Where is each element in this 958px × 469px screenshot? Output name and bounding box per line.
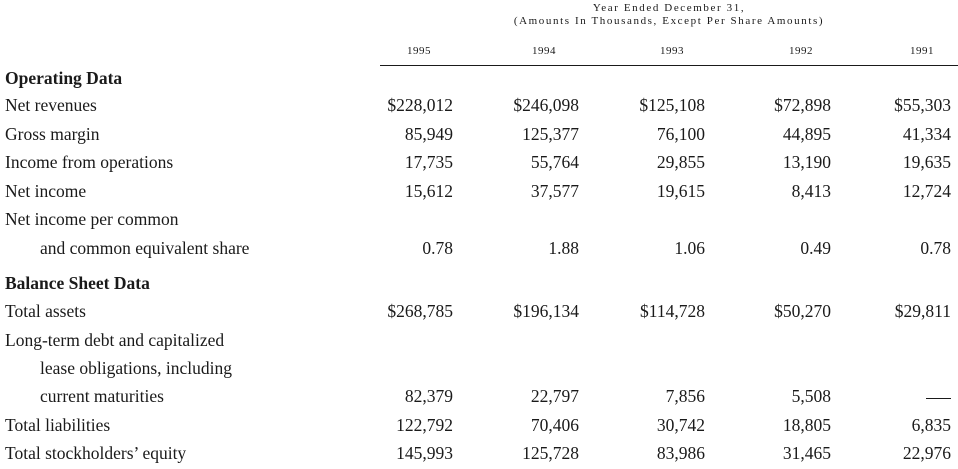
value-cell: 122,792 bbox=[396, 415, 453, 435]
period-heading: Year Ended December 31, bbox=[592, 2, 746, 14]
value-cell: 0.78 bbox=[920, 238, 951, 258]
em-dash-cell: — bbox=[926, 398, 951, 399]
value-cell: 6,835 bbox=[911, 415, 951, 435]
section-heading: Operating Data bbox=[5, 68, 123, 88]
value-cell: $125,108 bbox=[639, 95, 705, 115]
row-label: lease obligations, including bbox=[40, 358, 232, 378]
value-cell: $55,303 bbox=[894, 95, 951, 115]
table-row: Net income 15,612 37,577 19,615 8,413 12,724 bbox=[0, 181, 958, 205]
row-label: Net income per common bbox=[5, 209, 179, 229]
table-row: Net revenues $228,012 $246,098 $125,108 $72,… bbox=[0, 95, 958, 119]
section-heading-row: Balance Sheet Data bbox=[0, 273, 958, 297]
table-row: Total assets $268,785 $196,134 $114,728 $50,… bbox=[0, 301, 958, 325]
header-rule bbox=[380, 65, 958, 66]
value-cell: 70,406 bbox=[530, 415, 579, 435]
table-row: Total stockholders’ equity 145,993 125,728… bbox=[0, 443, 958, 467]
row-label: Long-term debt and capitalized bbox=[5, 330, 225, 350]
value-cell: 19,635 bbox=[902, 152, 951, 172]
value-cell: 18,805 bbox=[782, 415, 831, 435]
row-label: Total assets bbox=[5, 301, 86, 321]
value-cell: 83,986 bbox=[656, 443, 705, 463]
value-cell: 13,190 bbox=[782, 152, 831, 172]
row-label: Net revenues bbox=[5, 95, 97, 115]
value-cell: 17,735 bbox=[404, 152, 453, 172]
table-row: and common equivalent share 0.78 1.88 1.06 0… bbox=[0, 238, 958, 262]
value-cell: 5,508 bbox=[791, 386, 831, 406]
value-cell: $196,134 bbox=[513, 301, 579, 321]
value-cell: 22,797 bbox=[530, 386, 579, 406]
year-header-1993: 1993 bbox=[660, 45, 684, 57]
value-cell: $72,898 bbox=[774, 95, 831, 115]
table-row: Long-term debt and capitalized bbox=[0, 330, 958, 354]
table-row: lease obligations, including bbox=[0, 358, 958, 382]
row-label: Total stockholders’ equity bbox=[5, 443, 187, 463]
units-heading: (Amounts In Thousands, Except Per Share … bbox=[513, 15, 825, 27]
row-label: current maturities bbox=[40, 386, 164, 406]
value-cell: $114,728 bbox=[640, 301, 705, 321]
value-cell: 37,577 bbox=[530, 181, 579, 201]
value-cell: $268,785 bbox=[387, 301, 453, 321]
row-label: Total liabilities bbox=[5, 415, 111, 435]
value-cell: $246,098 bbox=[513, 95, 579, 115]
year-header-1995: 1995 bbox=[407, 45, 431, 57]
row-label: Gross margin bbox=[5, 124, 100, 144]
value-cell: 145,993 bbox=[396, 443, 453, 463]
section-heading-row: Operating Data bbox=[0, 68, 958, 92]
value-cell: 19,615 bbox=[656, 181, 705, 201]
value-cell: $228,012 bbox=[387, 95, 453, 115]
year-header-1994: 1994 bbox=[532, 45, 556, 57]
year-header-1991: 1991 bbox=[910, 45, 934, 57]
value-cell: 55,764 bbox=[530, 152, 579, 172]
section-heading: Balance Sheet Data bbox=[5, 273, 150, 293]
value-cell: 44,895 bbox=[782, 124, 831, 144]
value-cell: 22,976 bbox=[902, 443, 951, 463]
value-cell: 76,100 bbox=[656, 124, 705, 144]
table-row: Gross margin 85,949 125,377 76,100 44,895 41,… bbox=[0, 124, 958, 148]
value-cell: 15,612 bbox=[404, 181, 453, 201]
value-cell: 30,742 bbox=[656, 415, 705, 435]
value-cell: 82,379 bbox=[404, 386, 453, 406]
value-cell: $50,270 bbox=[774, 301, 831, 321]
value-cell: $29,811 bbox=[894, 301, 951, 321]
year-header-1992: 1992 bbox=[789, 45, 813, 57]
row-label: and common equivalent share bbox=[40, 238, 250, 258]
table-row: Net income per common bbox=[0, 209, 958, 233]
value-cell: 7,856 bbox=[665, 386, 705, 406]
value-cell: 31,465 bbox=[782, 443, 831, 463]
row-label: Income from operations bbox=[5, 152, 174, 172]
value-cell: 1.88 bbox=[548, 238, 579, 258]
value-cell: 125,377 bbox=[522, 124, 579, 144]
value-cell: 12,724 bbox=[902, 181, 951, 201]
value-cell: 41,334 bbox=[902, 124, 951, 144]
value-cell: 0.78 bbox=[422, 238, 453, 258]
value-cell: 1.06 bbox=[674, 238, 705, 258]
value-cell: 29,855 bbox=[656, 152, 705, 172]
value-cell: 0.49 bbox=[800, 238, 831, 258]
table-row: current maturities 82,379 22,797 7,856 5,508… bbox=[0, 386, 958, 410]
table-row: Income from operations 17,735 55,764 29,855… bbox=[0, 152, 958, 176]
table-row: Total liabilities 122,792 70,406 30,742 18,8… bbox=[0, 415, 958, 439]
value-cell: 125,728 bbox=[522, 443, 579, 463]
value-cell: 85,949 bbox=[404, 124, 453, 144]
row-label: Net income bbox=[5, 181, 87, 201]
value-cell: 8,413 bbox=[791, 181, 831, 201]
